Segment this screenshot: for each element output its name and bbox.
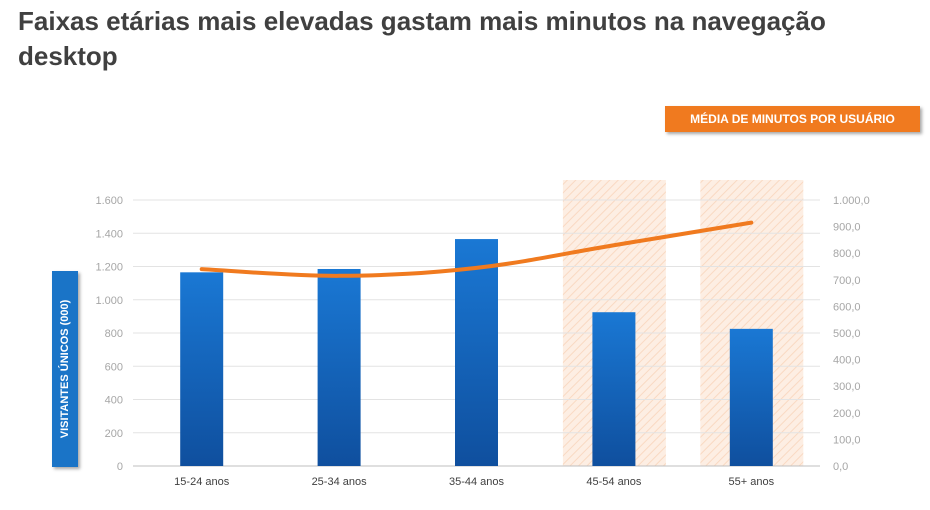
x-tick-label: 55+ anos [729,476,775,488]
line-point [612,243,616,247]
line-point [749,221,753,225]
bar [592,312,636,466]
bar [180,272,224,466]
line-point [200,267,204,271]
y-tick-label: 0 [117,461,123,473]
line-point [337,274,341,278]
y-tick-label: 400 [105,395,123,407]
y-tick-label: 1.200 [95,262,123,274]
x-tick-label: 15-24 anos [174,476,230,488]
y2-tick-label: 600,0 [833,301,861,313]
y2-tick-label: 400,0 [833,355,861,367]
y2-tick-label: 100,0 [833,434,861,446]
y2-tick-label: 500,0 [833,328,861,340]
x-tick-label: 35-44 anos [449,476,505,488]
legend-label: MÉDIA DE MINUTOS POR USUÁRIO [690,112,895,126]
x-tick-label: 25-34 anos [312,476,368,488]
y2-tick-label: 900,0 [833,222,861,234]
y-tick-label: 600 [105,361,123,373]
y-tick-label: 1.400 [95,228,123,240]
y2-tick-label: 1.000,0 [833,195,870,207]
y-tick-label: 800 [105,328,123,340]
bar [317,268,361,466]
y-axis-label-box: VISITANTES ÚNICOS (000) [52,271,78,467]
bar [455,239,498,466]
line-point [475,266,478,270]
y-tick-label: 1.000 [95,295,123,307]
y-tick-label: 1.600 [95,195,123,207]
legend-line-series: MÉDIA DE MINUTOS POR USUÁRIO [665,106,920,132]
bar [729,328,773,466]
y2-tick-label: 200,0 [833,408,861,420]
y2-tick-label: 800,0 [833,248,861,260]
y2-tick-label: 300,0 [833,381,861,393]
y2-tick-label: 700,0 [833,275,861,287]
y-tick-label: 200 [105,428,123,440]
chart-title: Faixas etárias mais elevadas gastam mais… [18,6,826,71]
y2-tick-label: 0,0 [833,461,848,473]
x-tick-label: 45-54 anos [586,476,642,488]
